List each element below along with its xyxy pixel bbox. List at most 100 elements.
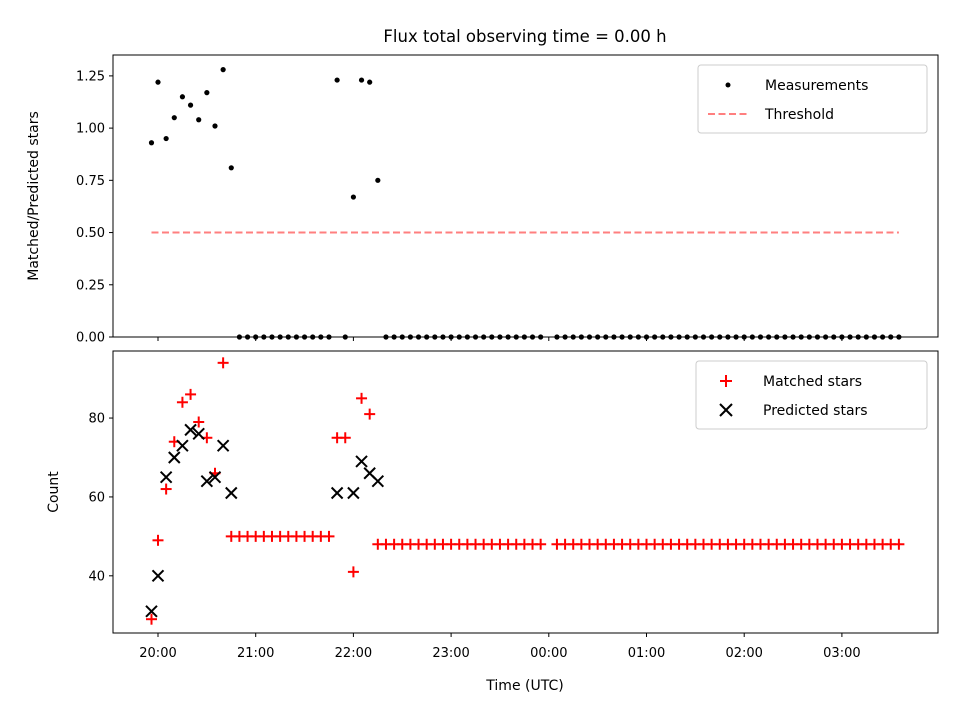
matched-star-point: [339, 432, 351, 444]
measurement-point: [179, 94, 186, 100]
x-tick-label: 03:00: [823, 646, 860, 661]
top-plot-marks: [148, 67, 902, 340]
measurement-point: [277, 334, 283, 340]
legend-measurements-marker: [725, 82, 731, 88]
y-tick-label: 0.00: [76, 331, 105, 346]
legend-matched-marker: [720, 375, 732, 387]
matched-star-point: [356, 392, 368, 404]
measurement-point: [424, 334, 430, 340]
measurement-point: [285, 334, 291, 340]
measurement-point: [326, 334, 332, 340]
measurement-point: [489, 334, 495, 340]
x-tick-label: 21:00: [237, 646, 274, 661]
top-legend: Measurements Threshold: [697, 64, 928, 134]
measurement-point: [244, 334, 251, 340]
matched-star-point: [893, 538, 905, 550]
measurement-point: [261, 334, 267, 340]
measurement-point: [733, 334, 739, 340]
measurement-point: [684, 334, 690, 340]
chart-title: Flux total observing time = 0.00 h: [383, 27, 666, 46]
measurement-point: [823, 334, 829, 340]
legend-threshold-label: Threshold: [764, 107, 834, 123]
measurement-point: [367, 79, 373, 85]
measurement-point: [472, 334, 479, 340]
measurement-point: [814, 334, 821, 340]
measurement-point: [253, 334, 259, 340]
y-tick-label: 40: [88, 569, 105, 584]
measurement-point: [660, 334, 666, 340]
matched-star-point: [347, 566, 359, 578]
predicted-star-point: [151, 569, 165, 583]
measurement-point: [350, 194, 356, 200]
measurement-point: [358, 77, 365, 83]
measurement-point: [717, 334, 723, 340]
matched-star-point: [176, 396, 188, 408]
measurement-point: [627, 334, 633, 340]
measurement-point: [399, 334, 405, 340]
bottom-panel: 40 60 80 20:00 21:00 22:00 23:00 00:00 01:00 02:…: [46, 350, 939, 694]
measurement-point: [855, 334, 861, 340]
predicted-star-point: [371, 474, 385, 488]
predicted-star-point: [145, 605, 158, 618]
measurement-point: [782, 334, 788, 340]
measurement-point: [847, 334, 853, 340]
measurement-point: [375, 177, 381, 183]
predicted-star-point: [355, 455, 368, 468]
measurement-point: [896, 334, 902, 340]
bottom-y-axis-label: Count: [46, 471, 62, 513]
measurement-point: [318, 334, 324, 340]
matched-star-point: [535, 538, 547, 550]
measurement-point: [652, 334, 658, 340]
measurement-point: [635, 334, 641, 340]
measurement-point: [171, 115, 177, 121]
predicted-star-point: [200, 474, 214, 488]
x-tick-label: 02:00: [725, 646, 762, 661]
measurement-point: [196, 117, 202, 123]
measurement-point: [163, 135, 169, 142]
measurement-point: [871, 334, 878, 340]
measurement-point: [155, 79, 161, 85]
measurement-point: [228, 165, 234, 171]
matched-star-point: [364, 408, 376, 420]
predicted-star-point: [184, 423, 197, 437]
measurement-point: [676, 334, 682, 340]
matched-star-point: [145, 613, 157, 625]
matched-star-point: [185, 388, 197, 400]
measurement-point: [798, 334, 804, 340]
x-tick-label: 00:00: [530, 646, 567, 661]
matched-star-point: [217, 357, 229, 369]
measurement-point: [505, 334, 511, 340]
measurement-point: [790, 334, 796, 340]
x-tick-label: 20:00: [139, 646, 176, 661]
top-panel: Flux total observing time = 0.00 h 0.00 0…: [26, 27, 939, 346]
predicted-star-point: [176, 439, 189, 452]
legend-predicted-marker: [719, 403, 733, 417]
y-tick-label: 0.25: [76, 278, 105, 293]
bottom-plot-frame: [112, 350, 939, 634]
measurement-point: [342, 334, 348, 340]
measurement-point: [562, 334, 568, 340]
y-tick-label: 1.00: [76, 122, 105, 137]
measurement-point: [293, 334, 300, 340]
measurement-point: [831, 334, 837, 340]
measurement-point: [611, 334, 617, 340]
measurement-point: [464, 334, 470, 340]
bottom-legend: Matched stars Predicted stars: [695, 360, 928, 430]
predicted-star-point: [208, 471, 222, 484]
x-tick-label: 01:00: [628, 646, 665, 661]
measurement-point: [497, 334, 503, 340]
measurement-point: [668, 334, 674, 340]
top-y-axis-label: Matched/Predicted stars: [26, 111, 42, 281]
x-tick-label: 23:00: [432, 646, 469, 661]
measurement-point: [880, 334, 886, 340]
legend-measurements-label: Measurements: [765, 78, 868, 94]
measurement-point: [440, 334, 446, 340]
matched-star-point: [323, 530, 335, 542]
measurement-point: [700, 334, 707, 340]
measurement-point: [220, 67, 226, 73]
predicted-star-point: [330, 486, 344, 500]
measurement-point: [595, 334, 601, 340]
measurement-point: [578, 334, 584, 340]
measurement-point: [456, 334, 462, 340]
